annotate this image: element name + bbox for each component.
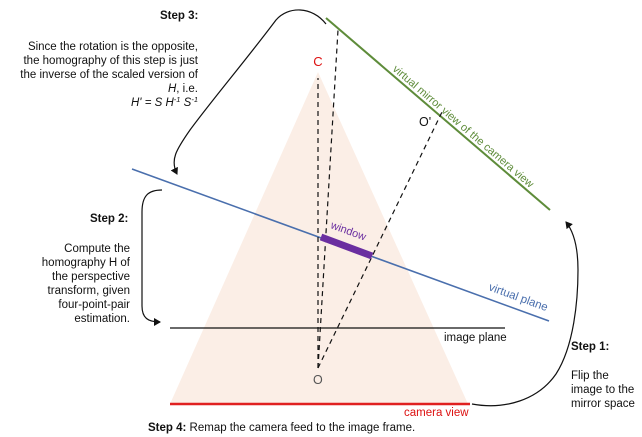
mirror-view-line [325, 17, 551, 211]
window-bar [319, 233, 374, 260]
eq-sup2: -1 [191, 95, 198, 104]
eq-mid: S [180, 97, 192, 109]
step3-equation: H' = S H-1 S-1 [131, 95, 198, 109]
step1-arrow [471, 221, 579, 407]
step1-title: Step 1: [571, 341, 610, 353]
step3-body: Since the rotation is the opposite, the … [14, 40, 198, 110]
label-image-plane: image plane [444, 332, 507, 344]
label-o-prime: O' [419, 115, 431, 129]
step2-title: Step 2: [90, 213, 129, 225]
eq-sup1: -1 [173, 95, 181, 104]
step2-body: Compute the homography H of the perspect… [34, 242, 130, 326]
step3-title: Step 3: [160, 10, 199, 22]
step4-title: Step 4: [148, 422, 187, 434]
ray-o-to-mirror-right [317, 111, 443, 369]
label-camera-view: camera view [404, 407, 469, 419]
step4-caption: Step 4: Remap the camera feed to the ima… [148, 421, 415, 435]
step1-body: Flip the image to the mirror space [571, 370, 635, 410]
step4-body: Remap the camera feed to the image frame… [186, 422, 416, 434]
label-c: C [313, 54, 322, 69]
step3-body-var: H [167, 83, 177, 95]
step3-body-prefix: Since the rotation is the opposite, the … [20, 41, 198, 81]
label-mirror-view: virtual mirror view of the camera view [390, 63, 536, 190]
step3-body-suffix: , i.e. [176, 83, 198, 95]
ray-o-to-mirror-left [317, 29, 339, 369]
label-o: O [313, 373, 323, 387]
step3-arrow [170, 9, 327, 175]
step2-bracket-arrow [141, 189, 163, 326]
eq-lhs: H' = S H [131, 97, 174, 109]
step2-body-text: Compute the homography H of the perspect… [41, 243, 130, 325]
